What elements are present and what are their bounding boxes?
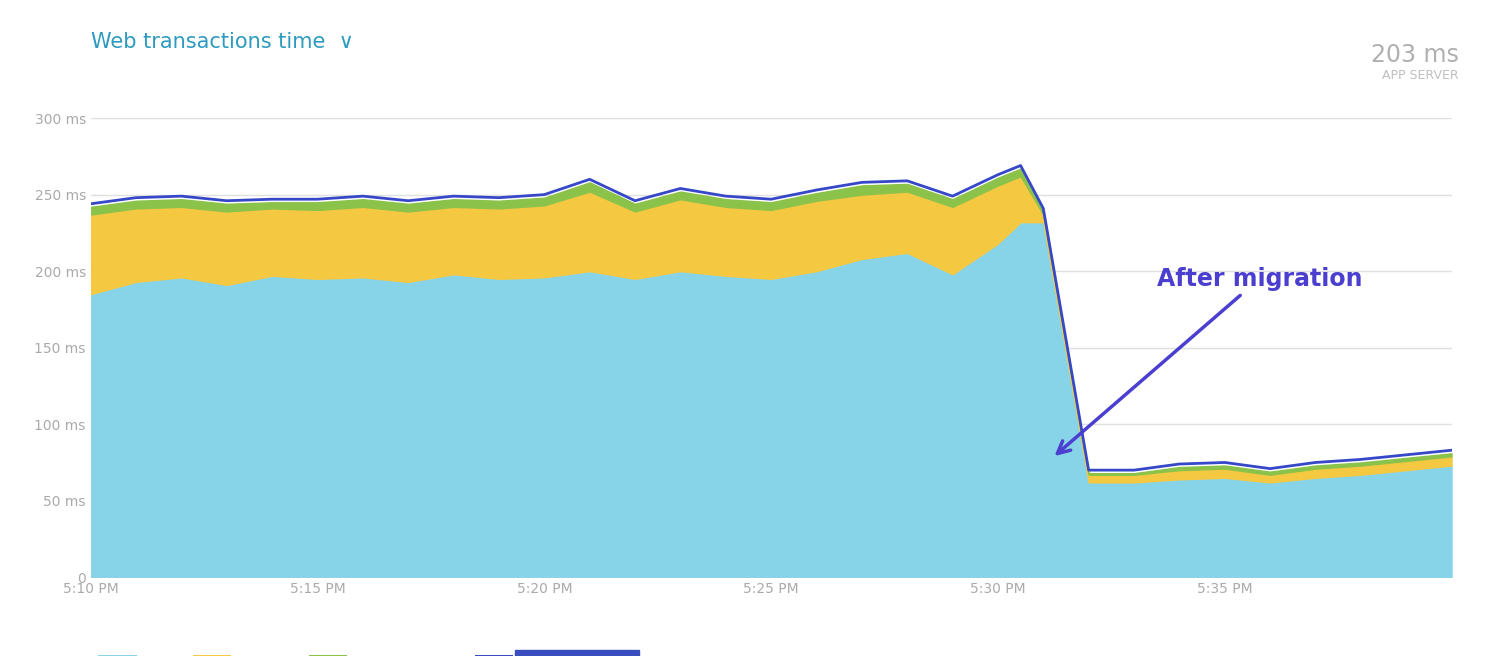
- Text: Web transactions time  ∨: Web transactions time ∨: [91, 33, 354, 52]
- Text: 203 ms: 203 ms: [1371, 43, 1459, 67]
- Legend: PHP, MySQL, Web external, Response time: PHP, MySQL, Web external, Response time: [98, 655, 634, 656]
- Text: APP SERVER: APP SERVER: [1382, 69, 1459, 82]
- Text: After migration: After migration: [1057, 267, 1362, 453]
